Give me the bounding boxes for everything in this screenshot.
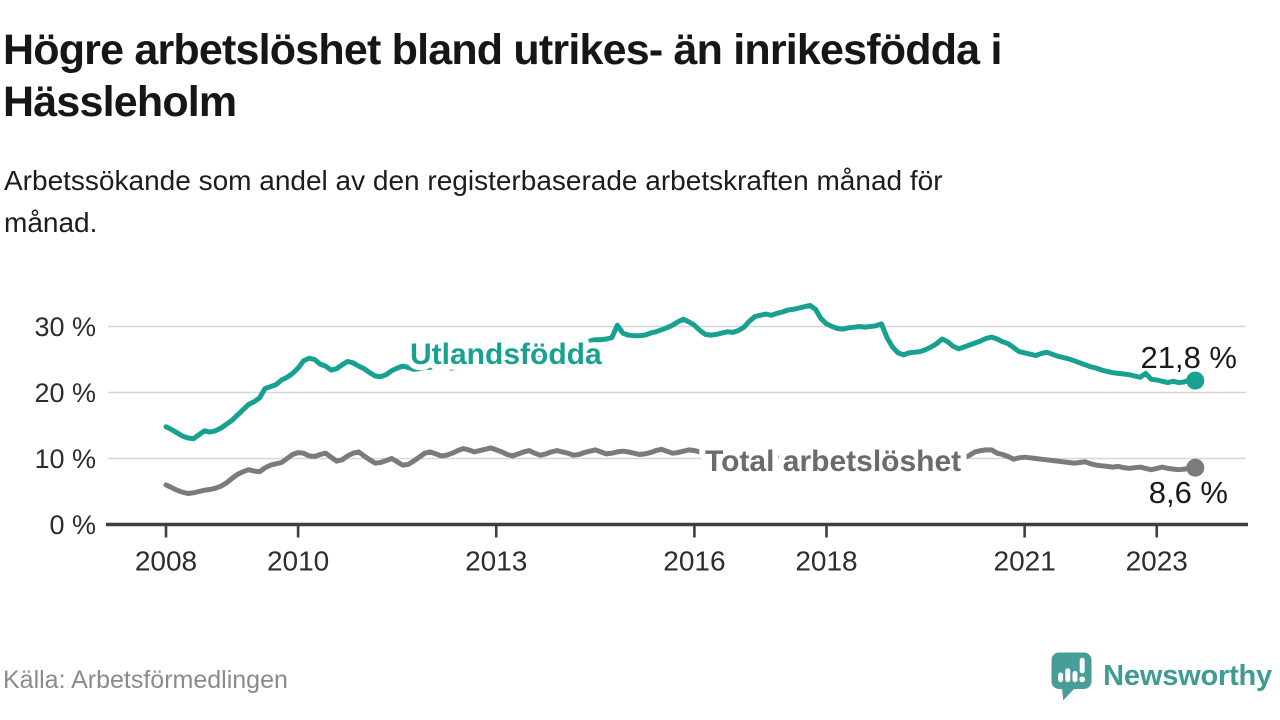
chart-subtitle-line-1: Arbetssökande som andel av den registerb…	[4, 165, 943, 196]
x-tick-label: 2010	[267, 546, 329, 577]
y-tick-label: 30 %	[34, 312, 96, 342]
series-end-value-1: 8,6 %	[1149, 475, 1228, 510]
series-end-value-0: 21,8 %	[1140, 340, 1237, 375]
chart-title-line-2: Hässleholm	[3, 78, 237, 126]
chart-title: Högre arbetslöshet bland utrikes- än inr…	[3, 24, 1253, 128]
x-tick-label: 2023	[1126, 546, 1188, 577]
y-tick-label: 0 %	[49, 510, 96, 540]
y-tick-label: 20 %	[34, 378, 96, 408]
series-line-1	[163, 445, 1198, 496]
x-tick-label: 2018	[795, 546, 857, 577]
x-tick-label: 2021	[994, 546, 1056, 577]
chart-subtitle: Arbetssökande som andel av den registerb…	[4, 160, 1224, 244]
series-label-1: Total arbetslöshet	[705, 445, 961, 478]
chart-title-line-1: Högre arbetslöshet bland utrikes- än inr…	[3, 26, 1002, 74]
x-tick-label: 2008	[135, 546, 197, 577]
newsworthy-bubble-chart-icon	[1051, 652, 1092, 701]
series-end-dot-0	[1186, 371, 1205, 390]
y-tick-label: 10 %	[34, 444, 96, 474]
chart-subtitle-line-2: månad.	[4, 207, 98, 238]
source-label: Källa: Arbetsförmedlingen	[3, 666, 288, 694]
brand-logo: Newsworthy	[1049, 650, 1272, 702]
series-line-0	[163, 302, 1198, 442]
brand-name: Newsworthy	[1103, 659, 1272, 692]
x-tick-label: 2016	[663, 546, 725, 577]
series-end-dot-1	[1186, 458, 1205, 477]
series-label-0: Utlandsfödda	[410, 338, 602, 371]
x-tick-label: 2013	[465, 546, 527, 577]
